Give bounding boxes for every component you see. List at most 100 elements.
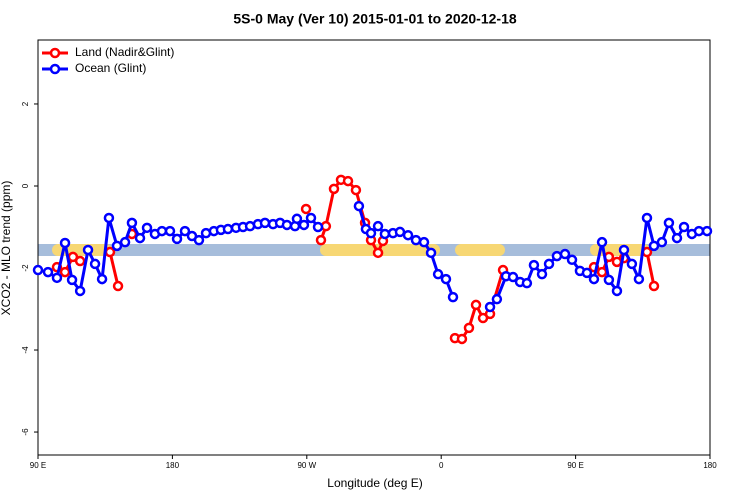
data-point [603, 274, 615, 286]
x-axis-label: Longitude (deg E) [327, 476, 422, 490]
legend-marker [49, 47, 61, 59]
data-point [581, 267, 593, 279]
land-band [455, 244, 505, 256]
data-point [103, 212, 115, 224]
data-point [536, 268, 548, 280]
data-point [74, 255, 86, 267]
x-tick-label: 90 W [297, 461, 316, 470]
data-point [551, 250, 563, 262]
data-point [484, 301, 496, 313]
data-point [432, 268, 444, 280]
data-point [528, 259, 540, 271]
x-tick-label: 90 E [567, 461, 583, 470]
data-point [543, 258, 555, 270]
y-axis-label: XCO2 - MLO trend (ppm) [0, 181, 13, 316]
data-point [119, 236, 131, 248]
data-point [112, 280, 124, 292]
data-point [281, 219, 293, 231]
data-point [74, 285, 86, 297]
data-point [440, 273, 452, 285]
data-point [596, 236, 608, 248]
data-point [342, 175, 354, 187]
data-point [51, 272, 63, 284]
data-point [328, 183, 340, 195]
data-point [104, 246, 116, 258]
data-point [656, 236, 668, 248]
data-point [491, 293, 503, 305]
y-tick-label: -4 [21, 346, 30, 354]
data-point [66, 274, 78, 286]
y-tick-label: -6 [21, 428, 30, 436]
data-point [410, 234, 422, 246]
data-point [626, 258, 638, 270]
data-point [648, 240, 660, 252]
data-point [566, 254, 578, 266]
data-point [353, 200, 365, 212]
plot-frame [37, 39, 711, 456]
data-point [671, 232, 683, 244]
data-point [305, 212, 317, 224]
data-point [394, 226, 406, 238]
data-point [222, 223, 234, 235]
data-point [298, 219, 310, 231]
data-point [291, 213, 303, 225]
data-point [633, 273, 645, 285]
data-point [82, 244, 94, 256]
data-point [89, 258, 101, 270]
data-point [559, 248, 571, 260]
legend-marker [49, 63, 61, 75]
data-point [164, 225, 176, 237]
data-point [179, 225, 191, 237]
data-point [156, 225, 168, 237]
data-point [315, 234, 327, 246]
data-point [521, 277, 533, 289]
y-tick-label: -2 [21, 264, 30, 272]
data-point [59, 237, 71, 249]
data-point [611, 285, 623, 297]
data-point [32, 264, 44, 276]
x-tick-label: 0 [439, 461, 444, 470]
data-point [693, 225, 705, 237]
data-point [372, 220, 384, 232]
data-point [126, 217, 138, 229]
data-point [663, 217, 675, 229]
data-point [111, 240, 123, 252]
data-point [365, 227, 377, 239]
legend-label: Land (Nadir&Glint) [75, 45, 174, 59]
data-point [193, 234, 205, 246]
data-point [312, 221, 324, 233]
data-point [641, 212, 653, 224]
data-point [42, 266, 54, 278]
data-point [379, 228, 391, 240]
data-point [678, 221, 690, 233]
data-point [372, 247, 384, 259]
data-point [171, 233, 183, 245]
x-tick-label: 180 [166, 461, 180, 470]
data-point [300, 203, 312, 215]
data-point [447, 291, 459, 303]
x-tick-label: 180 [703, 461, 717, 470]
chart-title: 5S-0 May (Ver 10) 2015-01-01 to 2020-12-… [233, 11, 516, 27]
data-point [134, 232, 146, 244]
data-point [618, 244, 630, 256]
y-tick-label: 0 [21, 183, 30, 188]
data-point [470, 299, 482, 311]
data-point [596, 266, 608, 278]
data-point [350, 184, 362, 196]
data-point [463, 322, 475, 334]
data-point [456, 333, 468, 345]
data-point [259, 217, 271, 229]
data-point [141, 222, 153, 234]
y-tick-label: 2 [21, 101, 30, 106]
data-point [59, 266, 71, 278]
x-tick-label: 90 E [30, 461, 46, 470]
data-point [425, 247, 437, 259]
data-point [701, 225, 713, 237]
legend-label: Ocean (Glint) [75, 61, 146, 75]
data-point [418, 236, 430, 248]
data-point [507, 271, 519, 283]
data-point [96, 273, 108, 285]
data-point [402, 229, 414, 241]
data-point [648, 280, 660, 292]
